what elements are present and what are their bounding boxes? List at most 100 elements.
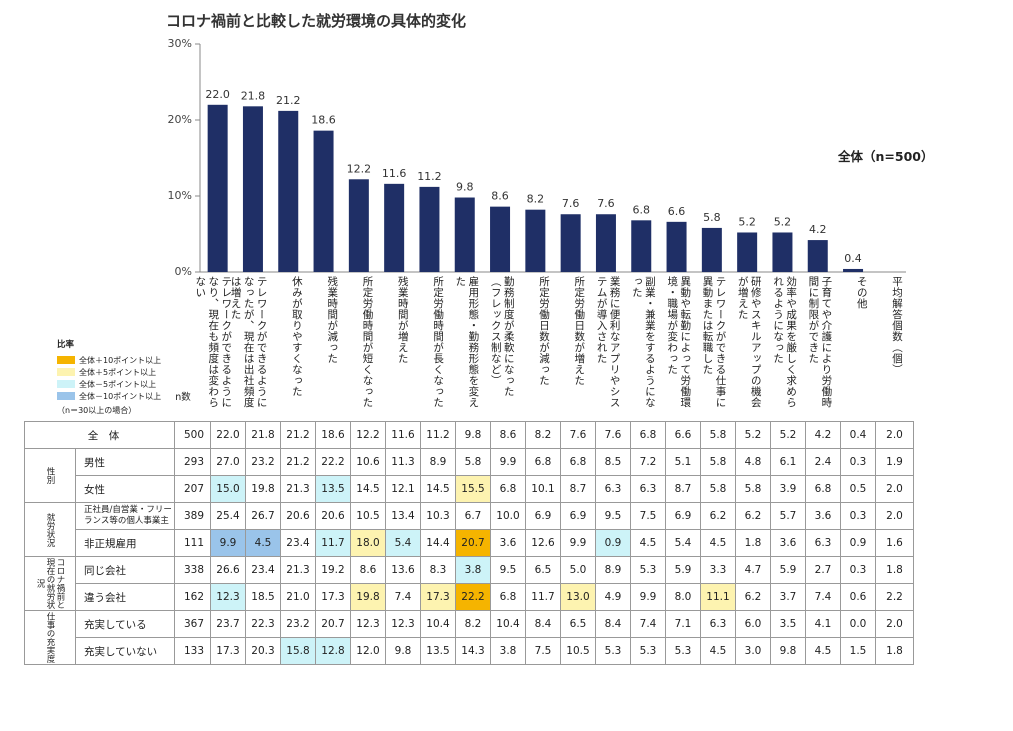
- bar-value-label: 9.8: [456, 181, 474, 194]
- table-cell: 9.8: [770, 637, 806, 665]
- table-cell: 5.8: [735, 475, 771, 503]
- table-cell: 14.4: [420, 529, 456, 557]
- table-cell: 6.3: [805, 529, 841, 557]
- bar-chart: 22.0 21.8 21.2 18.6 12.2 11.6 11.2 9.8 8.6 8.2 7.6…: [195, 43, 906, 273]
- row-n: 133: [174, 637, 211, 665]
- table-cell: 14.3: [455, 637, 491, 665]
- table-cell: 4.9: [595, 583, 631, 611]
- bar: [807, 240, 828, 272]
- table-cell: 10.4: [420, 610, 456, 638]
- table-cell: 8.7: [665, 475, 701, 503]
- table-cell: 6.8: [560, 448, 596, 476]
- table-cell: 4.1: [805, 610, 841, 638]
- table-cell: 5.8: [700, 475, 736, 503]
- table-cell: 5.3: [630, 556, 666, 584]
- table-cell: 6.5: [525, 556, 561, 584]
- table-cell: 3.0: [735, 637, 771, 665]
- table-cell: 9.9: [490, 448, 526, 476]
- column-header: 効率や成果を厳しく求められるようになった: [772, 276, 798, 408]
- table-cell: 12.3: [385, 610, 421, 638]
- table-cell: 7.2: [630, 448, 666, 476]
- table-cell: 12.1: [385, 475, 421, 503]
- table-cell: 5.9: [770, 556, 806, 584]
- table-cell: 5.8: [700, 421, 736, 449]
- table-row: 非正規雇用 111 9.9 4.5 23.4 11.7 18.0 5.4 14.4 20.7 3.6…: [25, 529, 914, 557]
- table-cell: 1.8: [875, 556, 914, 584]
- table-cell: 8.2: [525, 421, 561, 449]
- bar-value-label: 5.8: [703, 211, 721, 224]
- row-n: 500: [174, 421, 211, 449]
- bar: [631, 220, 652, 272]
- column-header: 勤務制度が柔軟になった（フレックス制など）: [489, 276, 515, 397]
- column-header: 副業・兼業をするようになった: [630, 276, 656, 408]
- table-cell: 6.5: [560, 610, 596, 638]
- table-cell: 6.9: [525, 502, 561, 530]
- table-cell: 5.2: [770, 421, 806, 449]
- table-cell: 8.3: [420, 556, 456, 584]
- table-cell: 7.1: [665, 610, 701, 638]
- table-cell: 2.2: [875, 583, 914, 611]
- table-cell: 0.5: [840, 475, 876, 503]
- chart-title: コロナ禍前と比較した就労環境の具体的変化: [166, 12, 467, 30]
- table-cell: 5.3: [665, 637, 701, 665]
- row-label: 正社員/自営業・フリーランス等の個人事業主: [75, 502, 175, 530]
- table-cell: 15.0: [210, 475, 246, 503]
- column-header: テレワークができるようになり、現在も頻度は変わらない: [194, 276, 233, 408]
- table-cell: 15.8: [280, 637, 316, 665]
- table-cell: 4.2: [805, 421, 841, 449]
- bar-value-label: 6.8: [633, 203, 651, 216]
- table-cell: 5.4: [665, 529, 701, 557]
- table-cell: 1.9: [875, 448, 914, 476]
- table-cell: 10.4: [490, 610, 526, 638]
- row-n: 207: [174, 475, 211, 503]
- table-cell: 3.3: [700, 556, 736, 584]
- table-cell: 0.9: [840, 529, 876, 557]
- table-cell: 0.0: [840, 610, 876, 638]
- table-cell: 8.7: [560, 475, 596, 503]
- table-cell: 3.8: [490, 637, 526, 665]
- bar: [278, 110, 299, 272]
- bar-value-label: 12.2: [347, 162, 372, 175]
- bar: [207, 104, 228, 272]
- row-label: 充実している: [75, 610, 175, 638]
- table-cell: 20.3: [245, 637, 281, 665]
- legend-label: 全体＋10ポイント以上: [79, 355, 162, 365]
- row-label: 全 体: [24, 421, 175, 449]
- legend-label: 全体－10ポイント以上: [79, 391, 162, 401]
- table-cell: 14.5: [350, 475, 386, 503]
- table-cell: 21.8: [245, 421, 281, 449]
- y-tick-label: 30%: [167, 37, 192, 50]
- column-header: 雇用形態・勤務形態を変えた: [454, 276, 480, 408]
- table-cell: 23.4: [280, 529, 316, 557]
- table-cell: 5.3: [595, 637, 631, 665]
- bar: [454, 197, 475, 272]
- table-cell: 7.4: [385, 583, 421, 611]
- table-cell: 2.4: [805, 448, 841, 476]
- table-cell: 4.7: [735, 556, 771, 584]
- bar-value-label: 21.8: [241, 89, 266, 102]
- table-cell: 3.6: [770, 529, 806, 557]
- table-cell: 5.8: [455, 448, 491, 476]
- table-cell: 1.8: [875, 637, 914, 665]
- bar: [701, 227, 722, 272]
- table-cell: 3.6: [805, 502, 841, 530]
- table-cell: 6.7: [455, 502, 491, 530]
- n-header: n数: [175, 392, 191, 403]
- bar-value-label: 18.6: [311, 114, 336, 127]
- table-cell: 9.8: [455, 421, 491, 449]
- table-cell: 8.4: [525, 610, 561, 638]
- table-cell: 17.3: [420, 583, 456, 611]
- row-n: 389: [174, 502, 211, 530]
- bar: [384, 183, 405, 272]
- table-cell: 0.4: [840, 421, 876, 449]
- column-header: 所定労働時間が短くなった: [361, 276, 374, 408]
- legend-item: 全体－10ポイント以上: [57, 390, 161, 402]
- table-cell: 6.6: [665, 421, 701, 449]
- column-header: 残業時間が減った: [326, 276, 339, 364]
- legend-item: 全体＋10ポイント以上: [57, 354, 161, 366]
- table-cell: 4.5: [245, 529, 281, 557]
- table-cell: 6.2: [735, 583, 771, 611]
- table-cell: 3.8: [455, 556, 491, 584]
- column-header: 休みが取りやすくなった: [290, 276, 303, 397]
- row-n: 111: [174, 529, 211, 557]
